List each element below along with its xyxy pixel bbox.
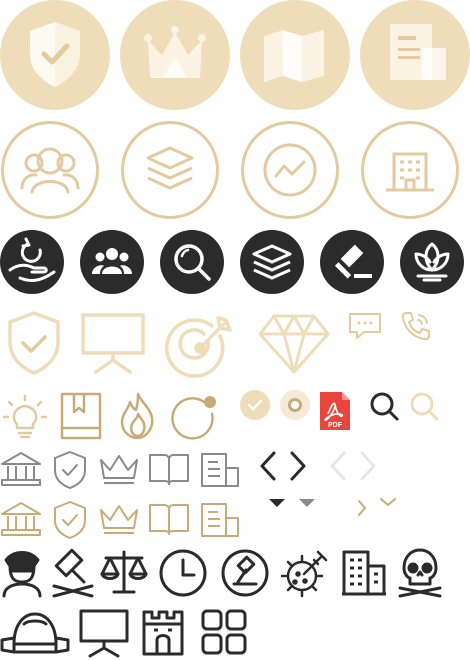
layers-icon <box>120 120 220 220</box>
layers-icon <box>240 230 304 294</box>
building-icon <box>360 120 460 220</box>
chevron-left-icon <box>258 450 278 482</box>
clock-icon <box>158 548 208 598</box>
radio-dot-icon <box>280 390 310 420</box>
bank-icon <box>0 450 42 488</box>
users-group-icon <box>0 120 100 220</box>
search-icon <box>408 390 440 422</box>
caret-down-icon <box>298 498 316 508</box>
grid-apps-icon <box>200 608 248 656</box>
flame-icon <box>118 392 158 440</box>
document-icon <box>360 0 470 110</box>
shield-check-icon <box>52 500 88 540</box>
open-book-icon <box>148 502 190 536</box>
map-icon <box>240 0 350 110</box>
refresh-dot-icon <box>168 392 220 440</box>
caret-down-icon <box>268 498 286 508</box>
lightbulb-icon <box>2 392 48 440</box>
chevron-left-icon <box>328 450 348 482</box>
trend-chart-icon <box>240 120 340 220</box>
presentation-icon <box>78 608 130 658</box>
helmet-icon <box>0 610 70 656</box>
castle-tower-icon <box>140 608 186 658</box>
chevron-right-icon <box>288 450 308 482</box>
lotus-icon <box>400 230 464 294</box>
virus-syringe-icon <box>280 548 330 598</box>
document-icon <box>200 502 240 538</box>
buildings-icon <box>340 548 388 598</box>
bank-icon <box>0 500 42 538</box>
crown-icon <box>120 0 230 110</box>
search-icon <box>368 390 400 422</box>
presentation-board-icon <box>80 312 146 374</box>
stamp-icon <box>220 548 270 598</box>
bookmark-book-icon <box>60 392 102 440</box>
scales-icon <box>100 548 148 596</box>
chat-bubble-icon <box>348 312 382 340</box>
team-icon <box>80 230 144 294</box>
pdf-file-icon: PDF <box>318 390 352 432</box>
gavel-icon <box>320 230 384 294</box>
shield-check-icon <box>0 0 110 110</box>
document-icon <box>200 452 240 488</box>
hand-refresh-icon <box>0 230 64 294</box>
diamond-icon <box>258 312 330 374</box>
police-officer-icon <box>0 548 44 598</box>
check-circle-icon <box>240 390 270 420</box>
chevron-right-icon <box>356 498 368 518</box>
phone-icon <box>400 310 432 342</box>
search-icon <box>160 230 224 294</box>
chevron-right-icon <box>358 450 378 482</box>
gavel-crossed-icon <box>50 548 96 598</box>
crown-icon <box>98 452 140 486</box>
target-arrow-icon <box>164 312 238 378</box>
pdf-label: PDF <box>328 422 343 429</box>
shield-check-icon <box>6 310 62 376</box>
skull-icon <box>398 548 442 598</box>
crown-icon <box>98 502 140 536</box>
shield-check-icon <box>52 450 88 490</box>
chevron-down-icon <box>378 496 398 508</box>
open-book-icon <box>148 452 190 486</box>
